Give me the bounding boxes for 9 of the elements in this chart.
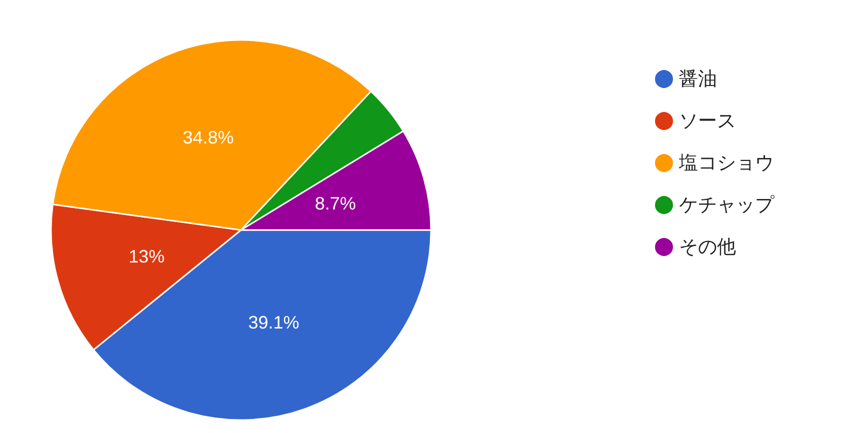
legend-label: ケチャップ [679, 194, 775, 216]
legend-label: 醤油 [679, 68, 717, 90]
data-label: 8.7% [314, 194, 356, 214]
data-label: 39.1% [248, 312, 300, 332]
legend-label: ソース [679, 110, 736, 132]
data-label: 13% [128, 246, 165, 266]
legend-label: その他 [679, 236, 736, 258]
legend-label: 塩コショウ [678, 152, 774, 174]
data-label: 34.8% [182, 128, 234, 148]
